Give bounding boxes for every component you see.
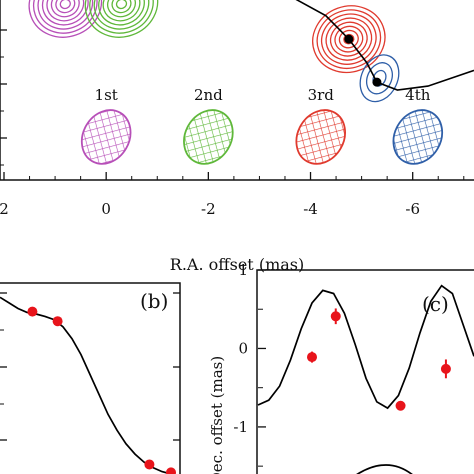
panel-c-frame [256, 269, 474, 474]
beam-ellipse-4th [392, 109, 444, 165]
x-tick-label: 0 [101, 200, 111, 218]
panel-c-label: (c) [422, 292, 449, 316]
beam-label: 4th [405, 86, 431, 104]
contour-1st [41, 0, 89, 26]
contour-2nd [84, 0, 159, 38]
contour-3rd [343, 33, 355, 45]
x-axis-label: R.A. offset (mas) [170, 255, 304, 274]
contour-3rd [334, 25, 364, 53]
contour-2nd [102, 0, 141, 22]
panel-a-frame [0, 0, 474, 181]
data-point [440, 363, 451, 374]
contour-2nd [93, 0, 150, 30]
secondary-curve [356, 464, 413, 474]
contour-3rd [312, 5, 386, 74]
panel-b-plot [0, 296, 176, 474]
contour-2nd [111, 0, 132, 14]
contour-1st [46, 0, 85, 22]
contour-1st [59, 0, 71, 10]
x-tick-label: -2 [201, 200, 216, 218]
data-point [144, 459, 155, 470]
beam-ellipse-3rd [295, 109, 346, 165]
panel-a: 1st 2nd 3rd 4th 2 0 -2 -4 -6 R.A. offset (mas) [0, 0, 474, 274]
panel-a-beams: 1st 2nd 3rd 4th [80, 86, 444, 165]
contour-1st [28, 0, 103, 38]
panel-a-track [295, 0, 474, 91]
beam-ellipse-1st [80, 109, 132, 165]
panel-c: 1 0 -1 (c) Dec. offset (mas) [208, 261, 474, 474]
contour-2nd [98, 0, 145, 26]
y-axis-label: Dec. offset (mas) [208, 356, 226, 474]
track-point [344, 34, 354, 44]
contour-3rd [320, 13, 377, 65]
panel-b-frame [0, 282, 181, 474]
y-tick-label: -1 [233, 418, 248, 436]
model-curve [0, 296, 176, 474]
panel-c-plot [257, 284, 474, 474]
contour-3rd [329, 21, 368, 57]
data-point [307, 352, 317, 363]
panel-b-axis-ticks [0, 292, 180, 441]
panel-b-label: (b) [140, 289, 168, 313]
contour-1st [33, 0, 98, 34]
panel-a-contours [28, 0, 400, 103]
contour-1st [37, 0, 94, 30]
data-point [52, 316, 63, 327]
track-curve [295, 0, 474, 91]
x-tick-label: -6 [405, 200, 420, 218]
panel-a-x-axis: 2 0 -2 -4 -6 [0, 29, 465, 218]
beam-label: 2nd [194, 86, 223, 104]
data-point [395, 400, 406, 411]
contour-3rd [338, 29, 359, 49]
contour-2nd [107, 0, 136, 18]
beam-ellipse-2nd [183, 109, 234, 165]
contour-1st [50, 0, 80, 18]
data-point [330, 311, 341, 322]
y-tick-label: 1 [238, 261, 248, 279]
contour-3rd [325, 17, 373, 61]
model-curve [257, 284, 474, 410]
contour-2nd [115, 0, 128, 10]
track-point [372, 77, 382, 87]
contour-1st [55, 0, 76, 14]
contour-2nd [89, 0, 154, 34]
y-tick-label: 0 [238, 339, 248, 357]
x-tick-label: 2 [0, 200, 9, 218]
beam-label: 3rd [308, 86, 335, 104]
data-point [166, 467, 176, 474]
x-tick-label: -4 [303, 200, 318, 218]
contour-4th [365, 62, 393, 95]
contour-4th [359, 54, 400, 103]
beam-label: 1st [95, 86, 118, 104]
data-point [27, 306, 38, 317]
panel-c-y-axis: 1 0 -1 [233, 261, 266, 467]
panel-b: (b) [0, 282, 181, 474]
contour-3rd [316, 9, 382, 69]
